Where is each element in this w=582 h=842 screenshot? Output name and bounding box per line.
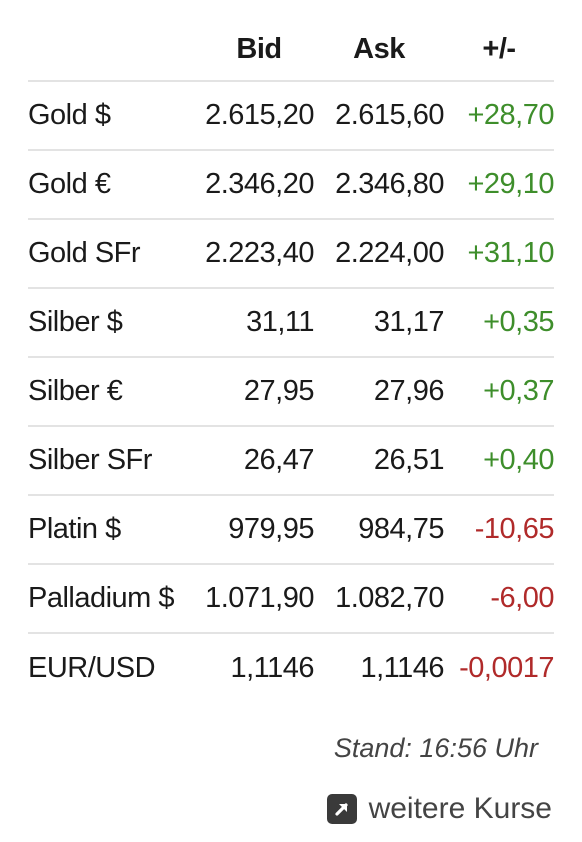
table-row: Palladium $ 1.071,90 1.082,70 -6,00 bbox=[28, 564, 555, 633]
price-table: Bid Ask +/- Gold $ 2.615,20 2.615,60 +28… bbox=[28, 18, 555, 702]
row-ask: 2.615,60 bbox=[335, 99, 444, 131]
row-ask: 1.082,70 bbox=[335, 582, 444, 614]
row-change: +31,10 bbox=[467, 237, 554, 269]
row-change: +28,70 bbox=[467, 99, 554, 131]
more-prices-label: weitere Kurse bbox=[368, 792, 552, 825]
table-row: EUR/USD 1,1146 1,1146 -0,0017 bbox=[28, 633, 555, 702]
row-change: +29,10 bbox=[467, 168, 554, 200]
row-ask: 984,75 bbox=[358, 513, 444, 545]
row-ask: 31,17 bbox=[373, 306, 445, 338]
row-bid: 2.615,20 bbox=[205, 99, 314, 131]
row-bid: 31,11 bbox=[246, 306, 314, 338]
row-bid: 1,1146 bbox=[230, 651, 314, 684]
row-ask: 2.346,80 bbox=[335, 168, 444, 200]
row-bid: 979,95 bbox=[228, 513, 314, 545]
row-name: Gold SFr bbox=[28, 237, 141, 269]
row-bid: 2.346,20 bbox=[205, 168, 314, 200]
row-bid: 26,47 bbox=[243, 444, 315, 476]
header-bid: Bid bbox=[236, 32, 282, 65]
row-ask: 2.224,00 bbox=[335, 237, 444, 269]
row-name: Gold € bbox=[28, 168, 111, 200]
row-name: Silber $ bbox=[28, 306, 123, 338]
table-row: Silber € 27,95 27,96 +0,37 bbox=[28, 357, 555, 426]
row-ask: 27,96 bbox=[373, 375, 445, 407]
table-row: Silber SFr 26,47 26,51 +0,40 bbox=[28, 426, 555, 495]
row-change: +0,37 bbox=[483, 375, 554, 407]
row-change: -0,0017 bbox=[459, 651, 554, 684]
row-bid: 27,95 bbox=[243, 375, 315, 407]
row-bid: 2.223,40 bbox=[205, 237, 314, 269]
table-row: Gold $ 2.615,20 2.615,60 +28,70 bbox=[28, 81, 555, 150]
row-name: Platin $ bbox=[28, 513, 121, 545]
row-change: +0,40 bbox=[483, 444, 554, 476]
row-change: +0,35 bbox=[483, 306, 554, 338]
row-change: -6,00 bbox=[490, 582, 554, 614]
table-row: Silber $ 31,11 31,17 +0,35 bbox=[28, 288, 555, 357]
row-bid: 1.071,90 bbox=[205, 582, 314, 614]
row-change: -10,65 bbox=[474, 513, 555, 545]
row-ask: 1,1146 bbox=[360, 651, 444, 684]
table-row: Gold € 2.346,20 2.346,80 +29,10 bbox=[28, 150, 555, 219]
row-name: Palladium $ bbox=[28, 582, 175, 614]
header-ask: Ask bbox=[353, 32, 405, 65]
header-name bbox=[28, 18, 204, 81]
external-link-icon bbox=[326, 794, 357, 824]
row-name: Silber SFr bbox=[28, 444, 152, 476]
row-ask: 26,51 bbox=[373, 444, 445, 476]
row-name: EUR/USD bbox=[28, 651, 156, 684]
header-change: +/- bbox=[482, 32, 516, 65]
table-row: Gold SFr 2.223,40 2.224,00 +31,10 bbox=[28, 219, 555, 288]
row-name: Gold $ bbox=[28, 99, 111, 131]
price-table-container: Bid Ask +/- Gold $ 2.615,20 2.615,60 +28… bbox=[28, 18, 555, 702]
table-row: Platin $ 979,95 984,75 -10,65 bbox=[28, 495, 555, 564]
more-prices-link[interactable]: weitere Kurse bbox=[326, 792, 552, 826]
timestamp-label: Stand: 16:56 Uhr bbox=[333, 733, 538, 763]
table-header-row: Bid Ask +/- bbox=[28, 18, 554, 81]
row-name: Silber € bbox=[28, 375, 123, 407]
